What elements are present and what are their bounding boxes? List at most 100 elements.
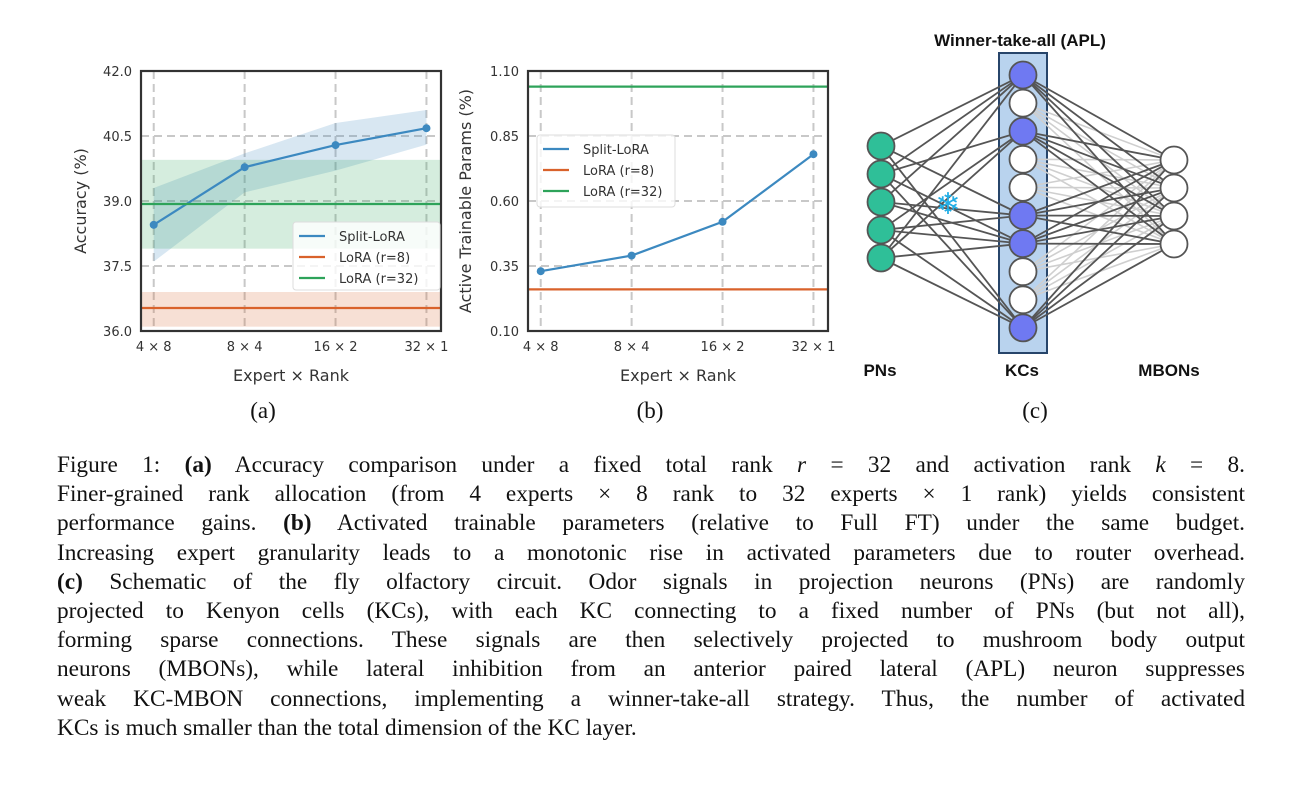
active-connection	[1022, 130, 1175, 217]
kc-node-inactive	[1008, 257, 1038, 287]
active-connection	[1022, 130, 1175, 161]
legend-box	[292, 221, 441, 291]
legend: Split-LoRA LoRA (r=8) LoRA (r=32)	[536, 134, 676, 208]
caption-text: forming sparse connections. These signal…	[57, 627, 1245, 654]
caption-text: Schematic of the fly olfactory circuit. …	[82, 568, 1245, 595]
data-point	[149, 220, 158, 229]
caption-line: Finer-grained rank allocation (from 4 ex…	[57, 480, 1245, 509]
panel-label-b: (b)	[636, 398, 664, 423]
pn-node	[866, 243, 896, 273]
caption-line: neurons (MBONs), while lateral inhibitio…	[57, 655, 1245, 684]
figure-caption: Figure 1: (a) Accuracy comparison under …	[57, 451, 1245, 743]
y-tick-label: 40.5	[103, 130, 132, 145]
caption-text: KCs is much smaller than the total dimen…	[57, 714, 637, 741]
data-point	[627, 251, 636, 260]
active-connection	[1022, 130, 1175, 189]
pn-kc-connection	[880, 130, 1024, 231]
data-point	[809, 150, 818, 159]
x-tick-label: 8 × 4	[227, 340, 263, 355]
kc-node-active	[1008, 229, 1038, 259]
pn-kc-connection	[880, 257, 1024, 329]
caption-line: weak KC-MBON connections, implementing a…	[57, 685, 1245, 714]
confidence-band	[141, 292, 441, 327]
caption-text: Increasing expert granularity leads to a…	[57, 539, 1245, 566]
mbon-node	[1159, 201, 1189, 231]
caption-text: neurons (MBONs), while lateral inhibitio…	[57, 656, 1245, 683]
y-axis-label: Accuracy (%)	[71, 148, 90, 254]
caption-line: KCs is much smaller than the total dimen…	[57, 714, 1245, 743]
x-tick-label: 4 × 8	[136, 340, 172, 355]
active-connection	[1022, 159, 1175, 245]
legend-box	[536, 134, 676, 208]
caption-panel-ref: (a)	[184, 452, 212, 478]
pn-kc-connection	[880, 201, 1024, 217]
plot-frame	[139, 69, 443, 333]
caption-panel-ref: (b)	[283, 510, 312, 537]
kc-node-active	[1008, 116, 1038, 146]
mbon-node	[1159, 173, 1189, 203]
kc-node-inactive	[1008, 172, 1038, 202]
y-tick-label: 0.85	[490, 130, 519, 145]
pn-kc-connection	[880, 74, 1024, 259]
caption-text: = 32 and activation rank	[806, 452, 1156, 478]
y-tick-label: 36.0	[103, 325, 132, 340]
caption-line: forming sparse connections. These signal…	[57, 626, 1245, 655]
confidence-band	[153, 110, 427, 262]
caption-text: weak KC-MBON connections, implementing a…	[57, 685, 1245, 712]
caption-line: Figure 1: (a) Accuracy comparison under …	[57, 451, 1245, 480]
pn-node	[866, 131, 896, 161]
x-tick-label: 16 × 2	[701, 340, 745, 355]
pns-label: PNs	[863, 361, 896, 380]
x-axis-label: Expert × Rank	[233, 366, 350, 385]
series-line	[540, 153, 815, 273]
series-line	[153, 127, 427, 226]
plot-frame	[526, 69, 830, 333]
pn-kc-connection	[880, 130, 1024, 259]
caption-text: Accuracy comparison under a fixed total …	[211, 452, 798, 478]
legend-label: Split-LoRA	[339, 230, 405, 245]
pn-kc-connection	[880, 74, 1024, 175]
data-point	[331, 141, 340, 150]
kc-node-active	[1008, 313, 1038, 343]
kc-node-inactive	[1008, 285, 1038, 315]
legend-label: LoRA (r=32)	[339, 272, 418, 287]
legend-label: LoRA (r=8)	[339, 251, 410, 266]
figure-panels: 36.0 37.5 39.0 40.5 42.0 4 × 8 8 × 4 16 × 2 32 ×…	[71, 31, 1200, 385]
panel-label-a: (a)	[250, 398, 276, 423]
accuracy-chart: 36.0 37.5 39.0 40.5 42.0 4 × 8 8 × 4 16 × 2 32 ×…	[71, 65, 448, 385]
kc-node-active	[1008, 60, 1038, 90]
caption-text: k	[1155, 452, 1166, 478]
active-connection	[1022, 187, 1175, 329]
legend-label: LoRA (r=32)	[583, 185, 662, 200]
kcs-label: KCs	[1005, 361, 1039, 380]
panel-label-c: (c)	[1022, 398, 1048, 423]
pn-kc-connection	[880, 229, 1024, 329]
mbons-label: MBONs	[1138, 361, 1199, 380]
active-connection	[1022, 215, 1175, 329]
caption-text: performance gains.	[57, 510, 284, 537]
pn-node	[866, 187, 896, 217]
mbon-node	[1159, 145, 1189, 175]
caption-text: projected to Kenyon cells (KCs), with ea…	[57, 598, 1245, 625]
caption-text: Finer-grained rank allocation (from 4 ex…	[57, 481, 1245, 508]
caption-line: performance gains. (b) Activated trainab…	[57, 509, 1245, 538]
active-connection	[1022, 159, 1175, 217]
pn-kc-connection	[880, 74, 1024, 203]
data-point	[536, 267, 545, 276]
active-connection	[1022, 74, 1175, 161]
pn-kc-connection	[880, 229, 1024, 245]
y-tick-label: 42.0	[103, 65, 132, 80]
x-tick-label: 16 × 2	[314, 340, 358, 355]
pn-kc-connection	[880, 130, 1024, 175]
pn-node	[866, 215, 896, 245]
pn-node	[866, 159, 896, 189]
y-tick-label: 37.5	[103, 260, 132, 275]
kc-node-inactive	[1008, 88, 1038, 118]
pn-kc-connection	[880, 242, 1024, 259]
legend: Split-LoRA LoRA (r=8) LoRA (r=32)	[292, 221, 441, 291]
active-connection	[1022, 215, 1175, 245]
legend-label: LoRA (r=8)	[583, 164, 654, 179]
y-tick-label: 1.10	[490, 65, 519, 80]
y-axis-label: Active Trainable Params (%)	[456, 89, 475, 313]
olfactory-circuit-diagram: ❄ Winner-take-all (APL) PNs KCs MBONs	[863, 31, 1199, 380]
